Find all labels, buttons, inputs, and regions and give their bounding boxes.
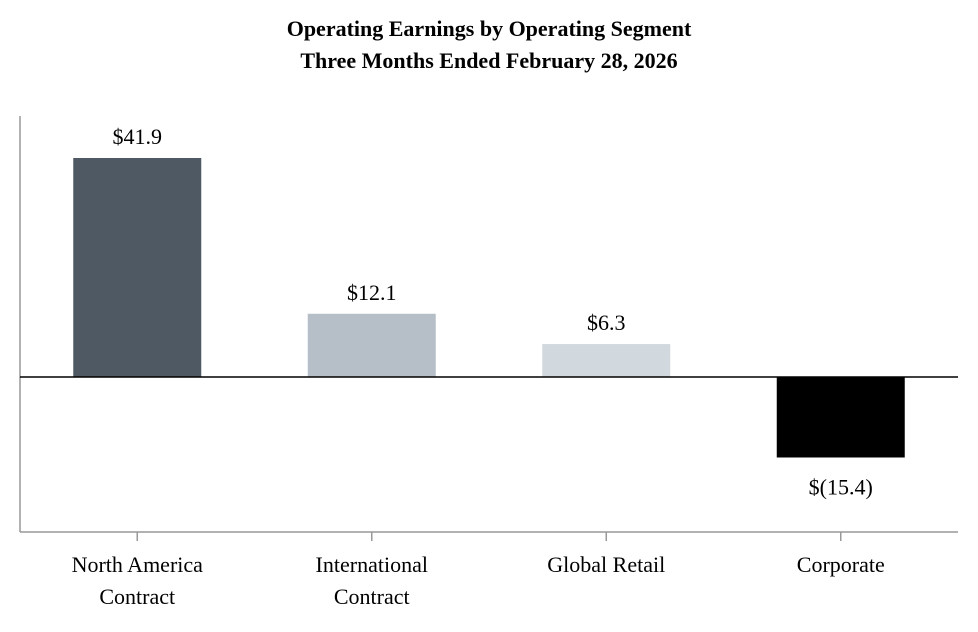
data-label: $12.1 bbox=[347, 280, 397, 305]
chart-title: Operating Earnings by Operating Segment bbox=[286, 16, 692, 41]
x-tick-label: Contract bbox=[334, 584, 410, 609]
x-tick-label: Corporate bbox=[797, 552, 885, 577]
data-label: $6.3 bbox=[587, 310, 626, 335]
chart-subtitle: Three Months Ended February 28, 2026 bbox=[300, 48, 678, 73]
x-tick-label: North America bbox=[72, 552, 204, 577]
bar bbox=[307, 313, 436, 377]
bar bbox=[73, 158, 202, 377]
bar bbox=[542, 344, 671, 377]
x-tick-label: Contract bbox=[99, 584, 175, 609]
data-label: $41.9 bbox=[113, 124, 163, 149]
x-tick-label: International bbox=[316, 552, 428, 577]
data-label: $(15.4) bbox=[809, 474, 873, 499]
x-tick-label: Global Retail bbox=[547, 552, 665, 577]
bar bbox=[776, 377, 905, 458]
